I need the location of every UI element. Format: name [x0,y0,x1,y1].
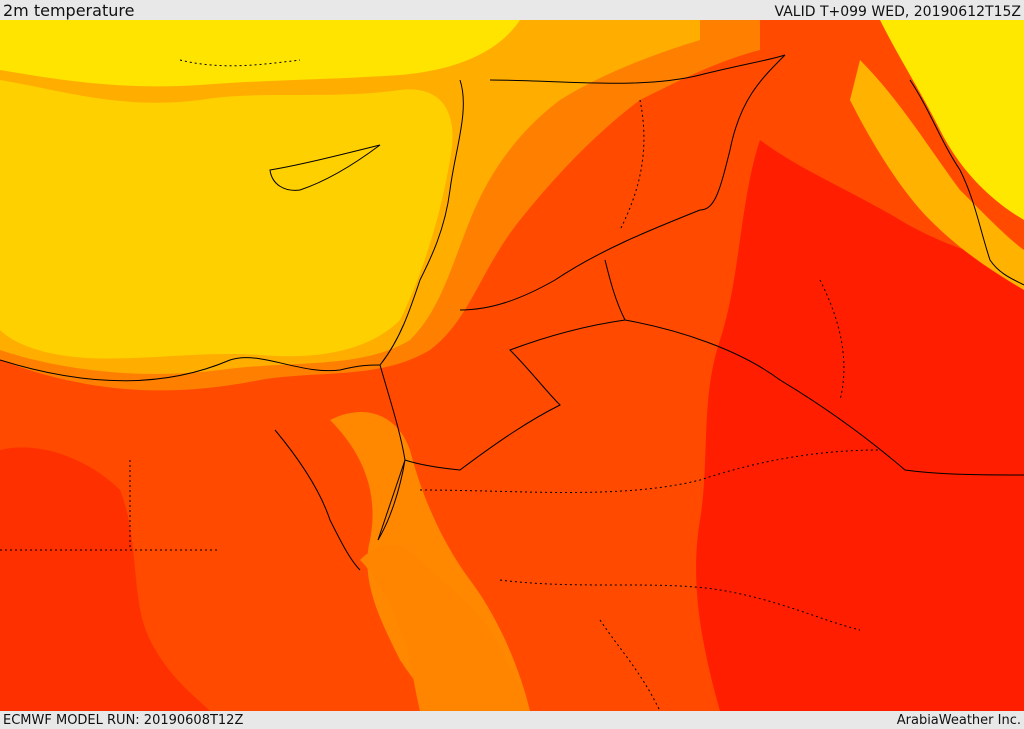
temperature-map[interactable] [0,20,1024,711]
field-red-southwest [0,447,210,711]
internal-borders [0,59,881,711]
footer-bar: ECMWF MODEL RUN: 20190608T12Z ArabiaWeat… [0,711,1024,729]
brand-label: ArabiaWeather Inc. [896,713,1021,728]
valid-time: VALID T+099 WED, 20190612T15Z [774,4,1021,20]
field-gold-ne [850,60,1024,290]
field-yellow [0,80,453,359]
map-svg [0,20,1024,711]
header-bar: 2m temperature VALID T+099 WED, 20190612… [0,0,1024,20]
red-sea [360,545,530,711]
field-light-yellow-ne [880,20,1024,220]
field-yellow-north [0,20,520,87]
model-run: ECMWF MODEL RUN: 20190608T12Z [3,713,244,728]
map-title: 2m temperature [3,1,135,20]
field-red-east [696,140,1024,711]
borders [0,54,1024,571]
